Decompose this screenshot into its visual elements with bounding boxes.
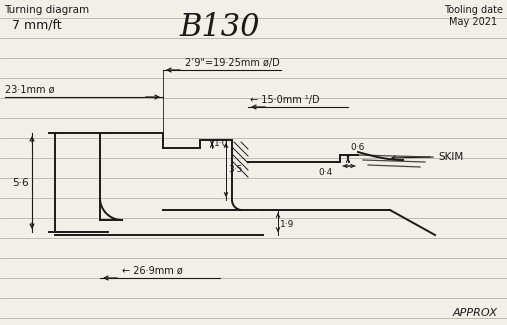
- Text: 3·5: 3·5: [228, 165, 242, 175]
- Text: ← 15·0mm ¹/D: ← 15·0mm ¹/D: [250, 95, 319, 105]
- Text: APPROX: APPROX: [453, 308, 498, 318]
- Text: 0·6: 0·6: [350, 143, 365, 152]
- Text: SKIM: SKIM: [438, 152, 463, 162]
- Text: B130: B130: [180, 12, 260, 44]
- Text: Turning diagram: Turning diagram: [4, 5, 89, 15]
- Text: 2’9"=19·25mm ø/D: 2’9"=19·25mm ø/D: [185, 58, 280, 68]
- Text: 1·9: 1·9: [280, 220, 295, 229]
- Text: ← 26·9mm ø: ← 26·9mm ø: [122, 266, 183, 276]
- Text: 5·6: 5·6: [12, 177, 29, 188]
- Text: Tooling date
May 2021: Tooling date May 2021: [444, 5, 503, 27]
- Text: 1·0: 1·0: [214, 139, 228, 149]
- Text: 0·4: 0·4: [318, 168, 332, 177]
- Text: 23·1mm ø: 23·1mm ø: [5, 85, 54, 95]
- Text: 7 mm/ft: 7 mm/ft: [4, 19, 62, 32]
